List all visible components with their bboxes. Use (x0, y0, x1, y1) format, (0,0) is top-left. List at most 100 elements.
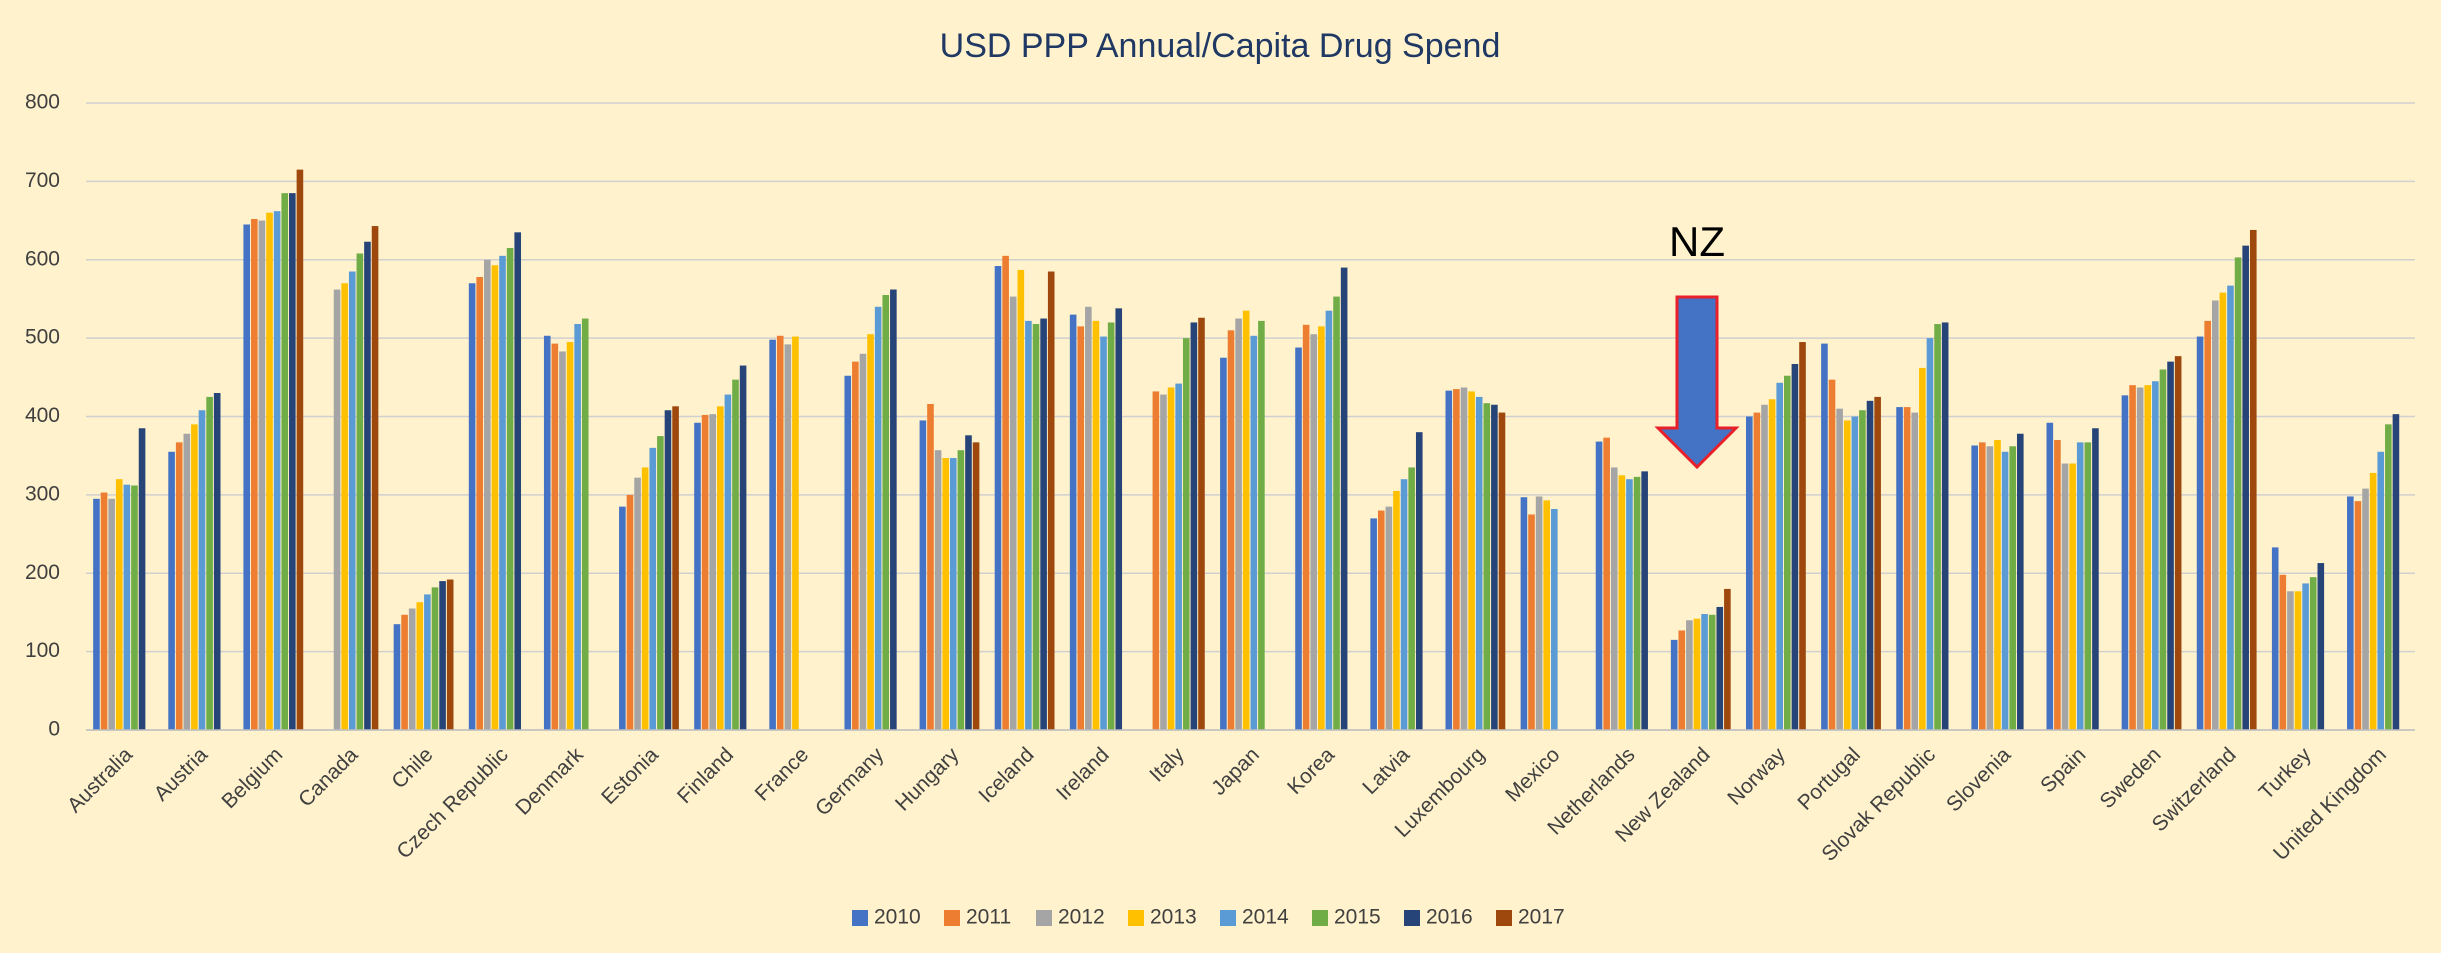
bar (2204, 320, 2211, 730)
bar (1919, 367, 1926, 730)
bar (296, 169, 304, 730)
bar (784, 344, 792, 730)
bar (1784, 375, 1791, 730)
bar (2129, 385, 2136, 730)
bar (2159, 369, 2167, 730)
bar (776, 335, 784, 730)
bar (1978, 442, 1986, 730)
bar (123, 484, 131, 730)
arrow (1654, 295, 1740, 470)
y-tick-label: 800 (25, 91, 60, 114)
bar (1227, 330, 1235, 730)
bar (1385, 506, 1393, 730)
bar (732, 379, 739, 730)
legend-swatch (852, 910, 868, 926)
bar (2302, 583, 2309, 730)
bar (514, 232, 522, 730)
bar (1535, 496, 1543, 730)
bar (1520, 497, 1528, 730)
bar (183, 433, 191, 730)
bar (1092, 320, 1100, 730)
legend-swatch (1036, 910, 1052, 926)
legend-swatch (1220, 910, 1236, 926)
bar (701, 414, 709, 730)
bar (1107, 322, 1115, 730)
bar (2009, 446, 2016, 730)
bar (2227, 285, 2234, 730)
bar (1100, 336, 1107, 730)
bar (2392, 414, 2400, 730)
legend-label: 2011 (966, 906, 1011, 929)
bar (499, 255, 506, 731)
bar (131, 485, 138, 730)
bar (739, 365, 747, 730)
bar (2377, 451, 2385, 730)
bar (1047, 271, 1055, 730)
bar (439, 581, 446, 730)
bar (191, 424, 198, 730)
bar (1843, 420, 1851, 730)
bar (874, 306, 882, 730)
bar (198, 410, 206, 730)
bar (1821, 343, 1828, 730)
bar (281, 193, 289, 731)
bar (2152, 381, 2159, 730)
bar (1543, 500, 1551, 730)
bar (1670, 639, 1678, 730)
bar (890, 289, 897, 730)
bar (2242, 245, 2249, 730)
bar (1551, 508, 1558, 730)
bar (566, 342, 574, 730)
bar (581, 318, 589, 730)
bar (919, 420, 927, 730)
legend-label: 2013 (1150, 906, 1197, 929)
bar (1025, 320, 1032, 730)
legend-label: 2017 (1518, 906, 1565, 929)
bar (1242, 310, 1250, 730)
bar (1926, 338, 1934, 730)
bar (1017, 269, 1025, 730)
bar (1678, 630, 1686, 730)
bar (1295, 347, 1302, 730)
bar (393, 624, 401, 730)
bar (2046, 422, 2054, 730)
bar (543, 335, 551, 730)
bar (1310, 334, 1318, 730)
bar (1069, 314, 1077, 730)
bar (965, 435, 972, 730)
bar (1761, 404, 1768, 730)
bar (852, 361, 859, 730)
bar (934, 450, 942, 730)
bar (2294, 591, 2302, 730)
bar (694, 422, 701, 730)
bar (1491, 404, 1498, 730)
bar (1746, 416, 1753, 730)
bar (273, 211, 281, 731)
bar (1445, 390, 1453, 730)
bar (2309, 577, 2317, 730)
bar (634, 477, 641, 730)
bar (476, 276, 484, 730)
bar (1220, 357, 1227, 730)
bar (867, 334, 874, 730)
bar (258, 220, 266, 730)
bar (371, 226, 379, 730)
bar (994, 266, 1002, 730)
bar (1828, 379, 1836, 730)
bar (1896, 407, 1903, 730)
bar (1911, 412, 1919, 730)
bar (251, 218, 258, 730)
bar (138, 428, 146, 730)
bar (709, 414, 716, 730)
bar (1115, 308, 1123, 730)
bar (1040, 318, 1047, 730)
annotation: NZ (1669, 218, 1725, 265)
bar (1408, 467, 1415, 730)
bar (2385, 424, 2392, 730)
bar (792, 336, 799, 730)
bar (1595, 441, 1603, 730)
bar (289, 193, 296, 731)
bar (724, 394, 732, 730)
y-tick-label: 600 (25, 247, 60, 270)
